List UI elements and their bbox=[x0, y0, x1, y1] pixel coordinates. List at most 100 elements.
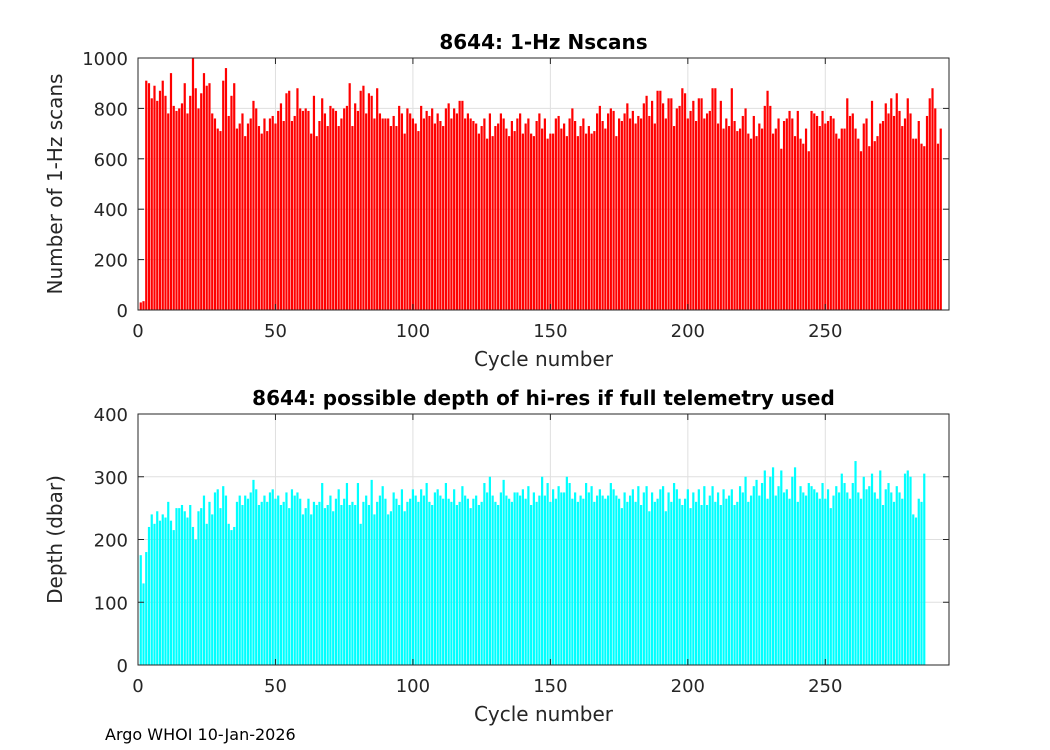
footer-credit: Argo WHOI 10-Jan-2026 bbox=[105, 725, 296, 744]
chart2-bar bbox=[422, 495, 426, 665]
chart1-bar bbox=[774, 128, 777, 310]
chart1-bar bbox=[513, 131, 516, 310]
chart1-bar bbox=[277, 110, 280, 310]
chart1-y-tick-label: 200 bbox=[94, 251, 128, 272]
chart2-bar bbox=[859, 498, 863, 665]
chart1-bar bbox=[722, 128, 725, 310]
chart1-bar bbox=[868, 146, 871, 310]
chart2-bar bbox=[246, 498, 250, 665]
chart1-bar bbox=[752, 115, 755, 311]
chart2-bar bbox=[598, 489, 601, 665]
chart1-bar bbox=[508, 136, 511, 310]
chart1-bar bbox=[714, 88, 717, 311]
chart2-bar bbox=[749, 495, 753, 665]
chart2-bar bbox=[884, 489, 887, 665]
chart2-y-tick-label: 0 bbox=[117, 656, 128, 677]
chart2-bars bbox=[139, 461, 926, 665]
chart2-bar bbox=[191, 526, 195, 665]
chart2-bar bbox=[351, 501, 354, 665]
chart1-bar bbox=[348, 83, 351, 310]
chart2-bar bbox=[425, 483, 428, 665]
chart2-bar bbox=[747, 501, 750, 665]
chart1-bar bbox=[848, 115, 852, 311]
chart1-bar bbox=[601, 121, 604, 310]
chart1-bar bbox=[472, 121, 475, 310]
chart1-bar bbox=[711, 88, 714, 311]
chart2-bar bbox=[711, 486, 714, 665]
chart2-bar bbox=[618, 498, 621, 665]
chart1-y-tick-label: 0 bbox=[117, 301, 128, 322]
chart2-bar bbox=[469, 508, 472, 665]
chart1-bar bbox=[521, 133, 524, 310]
chart1-bar bbox=[727, 126, 731, 310]
chart2-bar bbox=[508, 498, 511, 665]
chart2-bar bbox=[733, 504, 736, 665]
chart1-bar bbox=[912, 138, 915, 310]
chart1-bar bbox=[178, 108, 181, 311]
chart2-bar bbox=[631, 489, 634, 665]
chart2-bar bbox=[596, 495, 599, 665]
chart1-bar bbox=[887, 113, 890, 310]
chart2-bar bbox=[513, 492, 516, 665]
chart1-bar bbox=[623, 113, 626, 310]
chart2-bar bbox=[395, 498, 398, 665]
chart1-x-tick-label: 250 bbox=[808, 321, 842, 342]
chart1-bar bbox=[744, 108, 747, 311]
chart2-bar bbox=[848, 498, 852, 665]
chart2-bar bbox=[727, 495, 731, 665]
chart1-bar bbox=[252, 100, 255, 310]
chart2-bar bbox=[571, 498, 574, 665]
chart2-bar bbox=[189, 504, 192, 665]
chart1-bar bbox=[384, 118, 387, 310]
chart1-bar bbox=[447, 103, 450, 310]
chart2-bar bbox=[466, 498, 469, 665]
chart2-bar bbox=[623, 492, 626, 665]
chart1-bar bbox=[477, 133, 480, 310]
chart1-bar bbox=[373, 118, 376, 310]
chart1-bar bbox=[818, 126, 821, 310]
chart2-bar bbox=[672, 483, 676, 665]
chart2-bar bbox=[868, 486, 871, 665]
chart2-bar bbox=[323, 508, 327, 665]
chart1-bar bbox=[810, 110, 813, 310]
chart1-x-tick-label: 0 bbox=[132, 321, 143, 342]
chart2-bar bbox=[238, 495, 241, 665]
chart2-bar bbox=[546, 483, 549, 665]
chart2-bar bbox=[428, 501, 431, 665]
chart1-bar bbox=[389, 126, 393, 310]
chart2-bar bbox=[521, 489, 524, 665]
chart1-bar bbox=[541, 128, 544, 310]
chart1-bar bbox=[414, 123, 417, 311]
chart2-bar bbox=[593, 501, 596, 665]
chart1-y-tick-label: 600 bbox=[94, 150, 128, 171]
chart1-bar bbox=[719, 100, 722, 310]
chart2-bar bbox=[920, 501, 923, 665]
chart1-bar bbox=[538, 113, 541, 310]
chart2-bar bbox=[909, 476, 912, 665]
chart2-bar bbox=[582, 498, 585, 665]
chart1-bar bbox=[843, 128, 846, 310]
chart1-bar bbox=[257, 126, 261, 310]
chart2-bar bbox=[568, 483, 571, 665]
chart1-bar bbox=[914, 138, 918, 310]
chart2-bar bbox=[158, 520, 162, 665]
chart1-bar bbox=[656, 90, 659, 310]
chart1-bar bbox=[296, 88, 299, 311]
chart1-bar bbox=[175, 110, 178, 310]
chart2-y-ticks: 0 100 200 300 400 bbox=[94, 405, 949, 677]
chart1-bar bbox=[618, 118, 621, 310]
chart1-bar bbox=[697, 98, 700, 310]
chart2-bar bbox=[791, 476, 794, 665]
chart1-bar bbox=[351, 126, 354, 310]
chart1-bar bbox=[639, 118, 643, 310]
chart2-bar bbox=[648, 511, 651, 665]
chart1-bar bbox=[183, 83, 186, 310]
chart1-bar bbox=[417, 131, 420, 310]
chart1-bar bbox=[323, 113, 327, 310]
chart2-bar bbox=[343, 498, 346, 665]
chart2-bar bbox=[480, 501, 483, 665]
chart2-bar bbox=[139, 555, 142, 665]
chart1-bar bbox=[659, 90, 662, 310]
chart2-bar bbox=[175, 508, 178, 665]
chart2-bar bbox=[365, 495, 368, 665]
